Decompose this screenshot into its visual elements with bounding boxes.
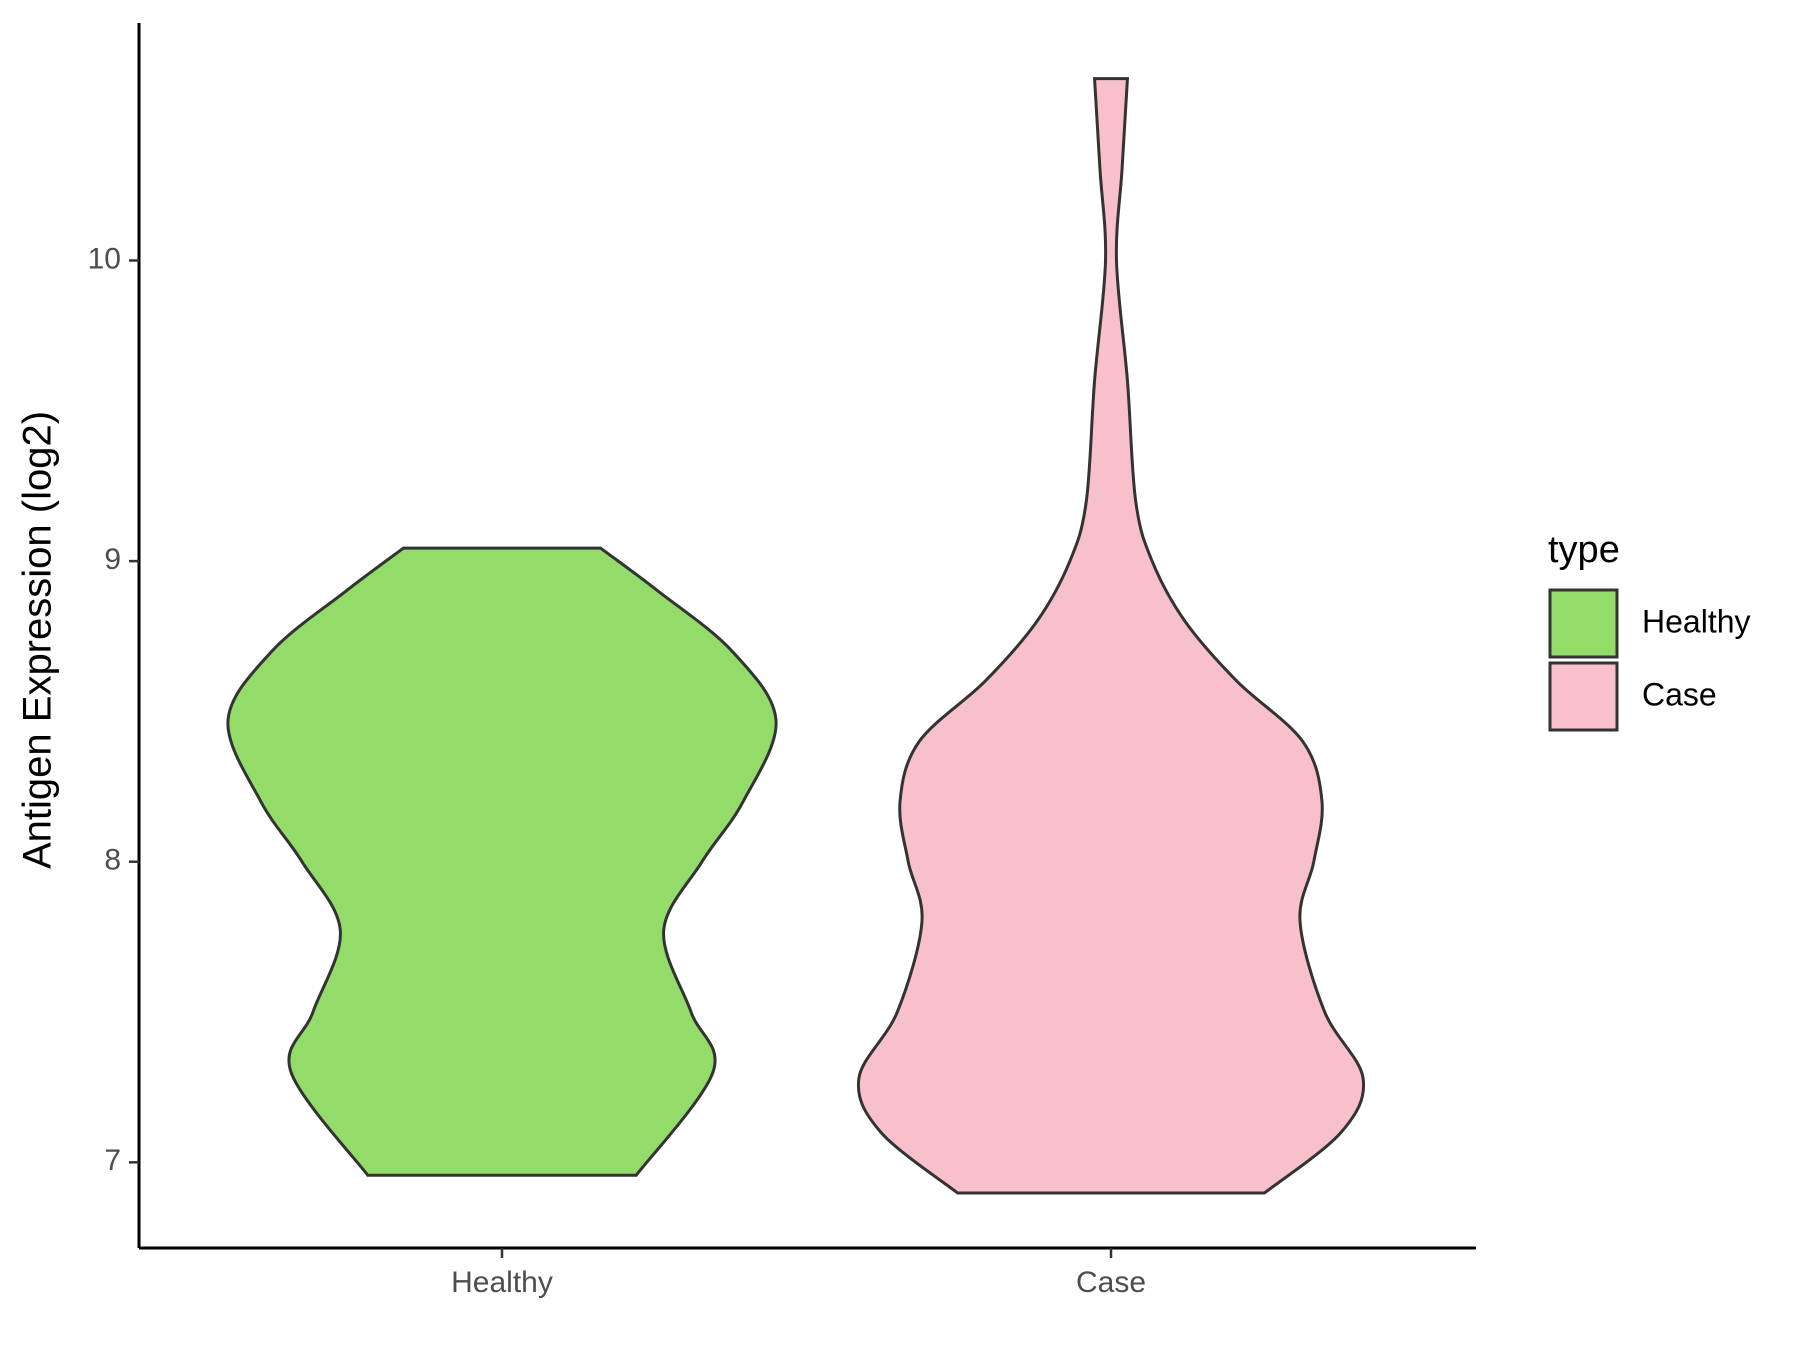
y-tick-label: 10 [88,242,121,275]
legend-title: type [1548,529,1620,571]
y-tick-label: 7 [104,1144,121,1177]
violin [226,546,778,1177]
y-tick-label: 9 [104,543,121,576]
y-tick-label: 8 [104,844,121,877]
x-tick-label: Healthy [451,1266,553,1299]
x-tick-label: Case [1076,1266,1146,1299]
legend-label: Healthy [1642,603,1751,639]
violin [856,77,1366,1195]
y-axis-title: Antigen Expression (log2) [16,411,60,869]
legend-key [1548,661,1619,732]
legend-label: Case [1642,676,1717,712]
legend-key [1548,588,1619,659]
